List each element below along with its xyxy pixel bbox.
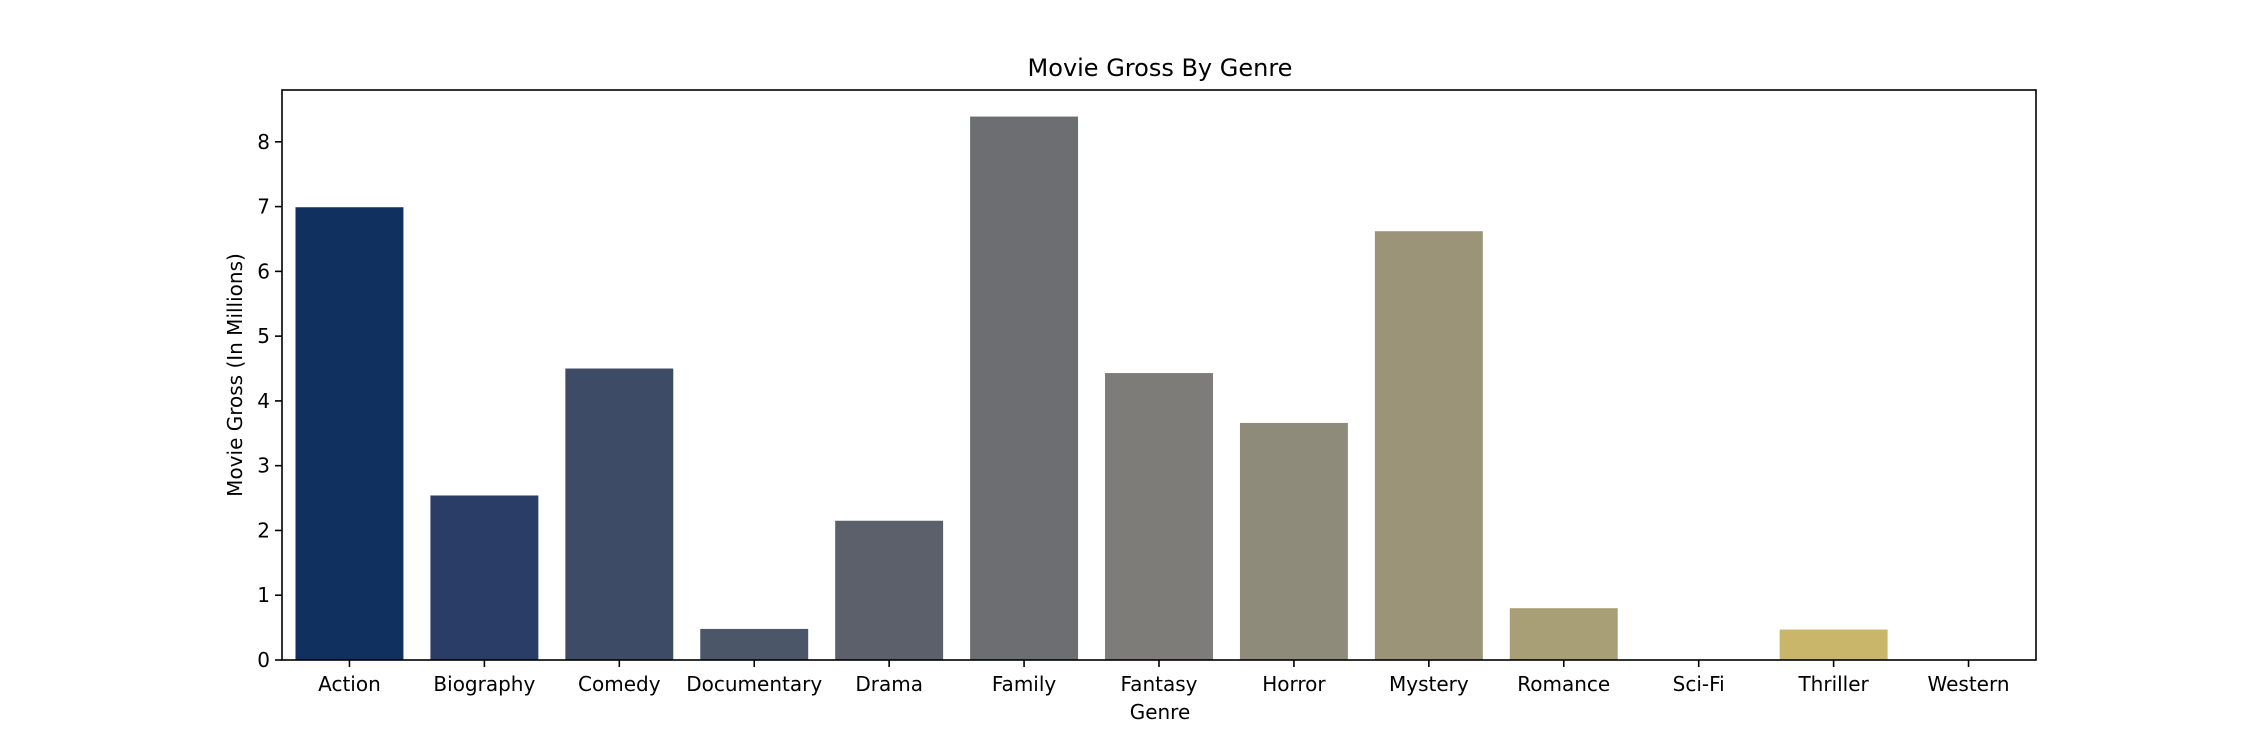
x-tick-label: Drama [855,672,923,696]
bar-mystery [1374,231,1483,660]
bar-drama [835,520,944,660]
y-axis: 0 1 2 3 4 5 6 7 8 [257,130,282,672]
x-tick-label: Western [1928,672,2010,696]
x-axis-label: Genre [1130,700,1191,724]
bar-thriller [1779,629,1888,660]
x-tick-label: Action [318,672,381,696]
bar-biography [430,495,539,660]
x-tick-label: Biography [433,672,535,696]
x-tick-label: Thriller [1797,672,1869,696]
y-tick-label: 4 [257,389,270,413]
bar-action [295,207,404,661]
x-tick-label: Romance [1517,672,1610,696]
bar-horror [1239,422,1348,660]
x-tick-label: Documentary [686,672,822,696]
x-tick-label: Sci-Fi [1673,672,1725,696]
y-tick-label: 5 [257,324,270,348]
x-tick-label: Fantasy [1121,672,1198,696]
bar-documentary [700,628,809,660]
x-axis: Action Biography Comedy Documentary Drama Fam… [318,660,2010,696]
x-tick-label: Comedy [578,672,661,696]
bar-fantasy [1105,373,1213,660]
y-tick-label: 2 [257,518,270,542]
y-tick-label: 6 [257,259,270,283]
y-tick-label: 8 [257,130,270,154]
x-tick-label: Horror [1262,672,1326,696]
y-tick-label: 3 [257,454,270,478]
chart-title: Movie Gross By Genre [1028,54,1293,82]
bar-family [970,116,1079,660]
y-axis-label: Movie Gross (In Millions) [223,253,247,497]
x-tick-label: Family [992,672,1057,696]
y-tick-label: 1 [257,583,270,607]
y-tick-label: 0 [257,648,270,672]
x-tick-label: Mystery [1389,672,1469,696]
bars-group [295,116,1888,661]
y-tick-label: 7 [257,195,270,219]
bar-romance [1509,608,1618,660]
bar-comedy [565,368,674,660]
